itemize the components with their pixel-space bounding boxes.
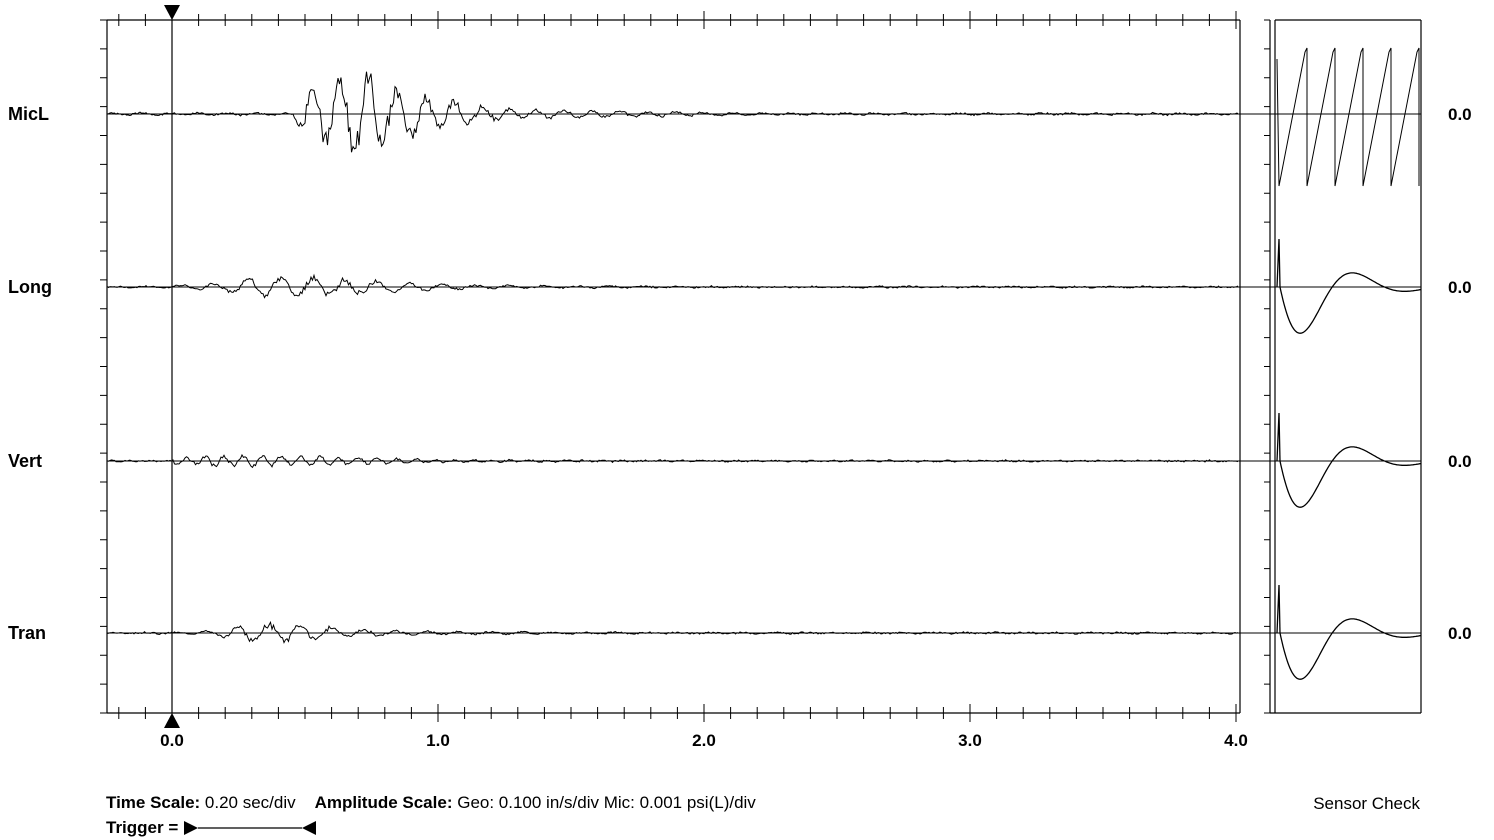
trace-long xyxy=(106,273,1239,299)
waveform-traces xyxy=(106,71,1239,644)
trace-micl xyxy=(106,71,1239,153)
x-tick-label: 0.0 xyxy=(160,731,184,750)
trace-vert xyxy=(106,453,1239,469)
channel-peak-long: 0.0 xyxy=(1448,278,1472,297)
channel-peak-tran: 0.0 xyxy=(1448,624,1472,643)
x-tick-label: 3.0 xyxy=(958,731,982,750)
trace-tran xyxy=(106,620,1239,644)
x-tick-label: 1.0 xyxy=(426,731,450,750)
trigger-marker-top xyxy=(164,5,180,20)
x-tick-label: 4.0 xyxy=(1224,731,1248,750)
footer-trigger: Trigger = xyxy=(106,818,318,838)
sensor-trace-tran xyxy=(1276,584,1422,680)
plot-frame xyxy=(100,11,1421,722)
x-tick-label: 2.0 xyxy=(692,731,716,750)
sensor-check-panel xyxy=(1264,19,1422,714)
trigger-level-icon xyxy=(184,821,317,835)
sensor-trace-vert xyxy=(1276,412,1422,508)
channel-peak-micl: 0.0 xyxy=(1448,105,1472,124)
sensor-check-label: Sensor Check xyxy=(1313,794,1420,813)
channel-peak-values: 0.0 0.0 0.0 0.0 xyxy=(1448,105,1472,643)
channel-label-tran: Tran xyxy=(8,623,46,643)
trigger-label: Trigger = xyxy=(106,818,179,837)
channel-peak-vert: 0.0 xyxy=(1448,452,1472,471)
sensor-trace-micl xyxy=(1276,47,1420,187)
channel-label-long: Long xyxy=(8,277,52,297)
amplitude-scale-label: Amplitude Scale: xyxy=(314,793,453,812)
channel-label-vert: Vert xyxy=(8,451,42,471)
channel-labels: MicL Long Vert Tran xyxy=(8,104,52,643)
trigger-marker-bottom xyxy=(164,713,180,728)
amplitude-scale-value: Geo: 0.100 in/s/div Mic: 0.001 psi(L)/di… xyxy=(457,793,756,812)
time-scale-value: 0.20 sec/div xyxy=(204,793,296,812)
footer-scales: Time Scale: 0.20 sec/div Amplitude Scale… xyxy=(106,793,756,813)
time-scale-label: Time Scale: xyxy=(106,793,201,812)
sensor-trace-long xyxy=(1276,238,1422,334)
x-axis-ticks: 0.0 1.0 2.0 3.0 4.0 xyxy=(160,731,1248,750)
channel-label-micl: MicL xyxy=(8,104,49,124)
trigger-markers xyxy=(164,5,180,728)
